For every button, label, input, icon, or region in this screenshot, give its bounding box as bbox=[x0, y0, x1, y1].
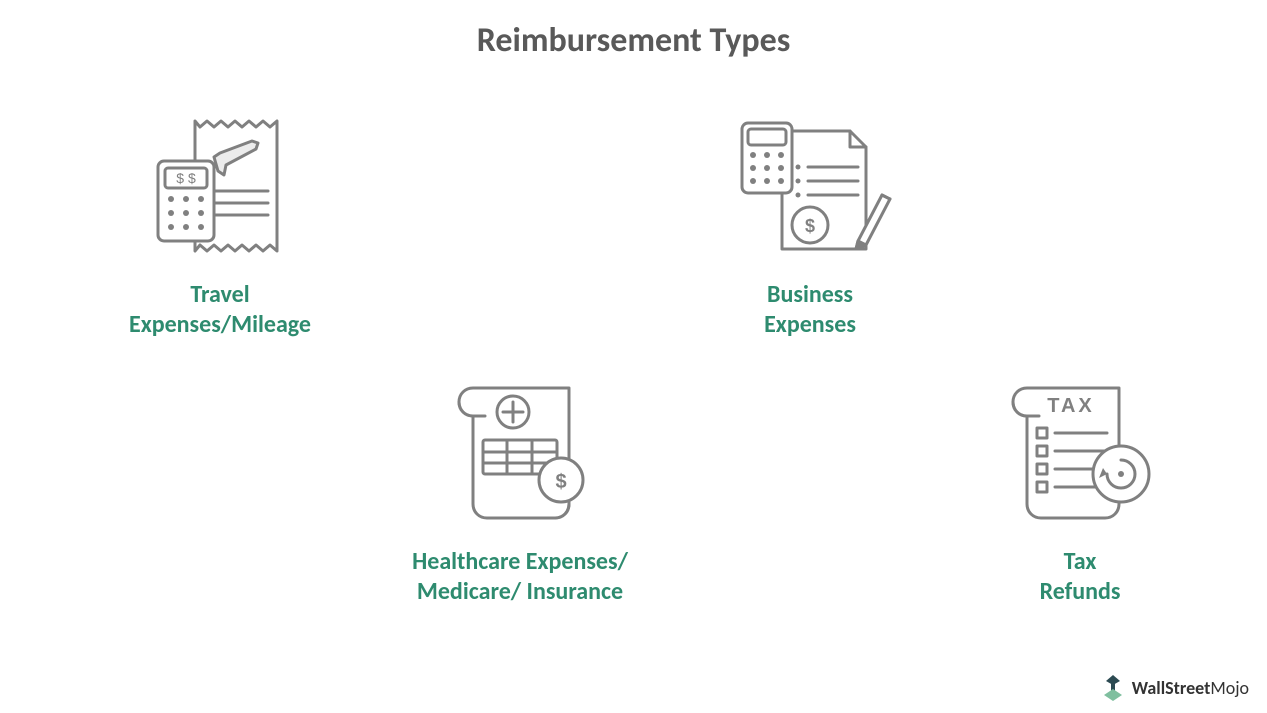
svg-text:TAX: TAX bbox=[1047, 395, 1095, 417]
healthcare-doc-icon: $ bbox=[370, 365, 670, 535]
watermark-text: WallStreetMojo bbox=[1132, 677, 1249, 699]
item-label-healthcare: Healthcare Expenses/ Medicare/ Insurance bbox=[370, 547, 670, 607]
business-calc-icon: $ bbox=[680, 108, 940, 268]
tax-refund-icon: TAX bbox=[970, 365, 1190, 535]
item-travel: $ $ Travel Expenses/Mileage bbox=[90, 108, 350, 340]
item-business: $ Business Expenses bbox=[680, 108, 940, 340]
svg-text:$ $: $ $ bbox=[176, 170, 196, 186]
page-title: Reimbursement Types bbox=[0, 20, 1267, 61]
watermark: WallStreetMojo bbox=[1100, 673, 1249, 703]
item-label-travel: Travel Expenses/Mileage bbox=[90, 280, 350, 340]
watermark-icon bbox=[1100, 673, 1126, 703]
svg-text:$: $ bbox=[555, 471, 566, 493]
svg-text:$: $ bbox=[805, 216, 815, 236]
item-healthcare: $ Healthcare Expenses/ Medicare/ Insuran… bbox=[370, 365, 670, 607]
travel-receipt-icon: $ $ bbox=[90, 108, 350, 268]
item-label-tax: Tax Refunds bbox=[970, 547, 1190, 607]
item-tax: TAX Tax Refunds bbox=[970, 365, 1190, 607]
item-label-business: Business Expenses bbox=[680, 280, 940, 340]
